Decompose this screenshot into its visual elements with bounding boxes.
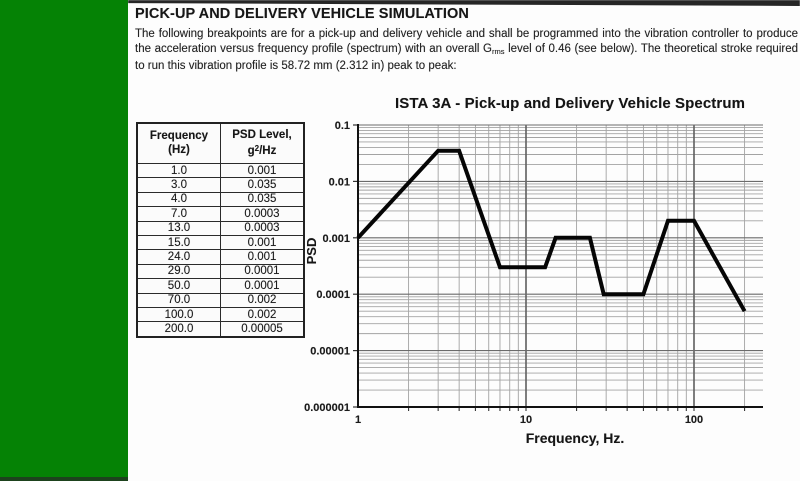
frequency-cell: 24.0 [136, 249, 221, 265]
psd-header-line2: g2/Hz [247, 144, 277, 157]
green-bar-bottom-edge [0, 477, 128, 481]
frequency-cell: 4.0 [136, 191, 221, 208]
breakpoints-table-body: 1.0 0.001 3.0 0.035 4.0 0.035 7.0 0.0003 13.0 0.0… [136, 162, 305, 338]
axes [357, 124, 763, 408]
intro-line-2: the acceleration versus frequency profil… [135, 42, 798, 59]
frequency-cell: 70.0 [136, 292, 221, 308]
x-tick-label: 1 [355, 414, 361, 426]
y-tick-label: 0.01 [329, 176, 350, 188]
psd-cell: 0.001 [220, 162, 305, 179]
table-row: 4.0 0.035 [136, 191, 305, 208]
frequency-cell: 29.0 [136, 263, 221, 280]
tick-labels: 0.1 0.01 0.001 0.0001 0.00001 0.000001 1 10 100 [304, 120, 703, 426]
psd-cell: 0.0003 [220, 220, 305, 236]
table-row: 70.0 0.002 [136, 292, 305, 308]
frequency-column-header: Frequency (Hz) [136, 122, 221, 164]
table-row: 100.0 0.002 [136, 306, 305, 323]
psd-header-exponent: 2 [254, 144, 260, 153]
psd-cell: 0.00005 [220, 321, 305, 338]
psd-cell: 0.002 [220, 292, 305, 308]
intro-paragraph: The following breakpoints are for a pick… [135, 27, 798, 74]
frequency-header-line2: (Hz) [168, 143, 190, 156]
series-line [356, 148, 747, 313]
y-tick-label: 0.000001 [304, 402, 350, 414]
x-tick-label: 100 [685, 414, 703, 426]
frequency-cell: 200.0 [136, 321, 221, 338]
frequency-cell: 7.0 [136, 206, 221, 222]
table-row: 1.0 0.001 [136, 162, 305, 179]
psd-cell: 0.035 [220, 177, 305, 193]
table-row: 13.0 0.0003 [136, 220, 305, 236]
frequency-cell: 50.0 [136, 278, 221, 294]
psd-cell: 0.0003 [220, 206, 305, 222]
table-row: 50.0 0.0001 [136, 278, 305, 294]
psd-cell: 0.0001 [220, 278, 305, 294]
psd-header-units: /Hz [259, 145, 277, 157]
table-row: 200.0 0.00005 [136, 321, 305, 338]
y-axis-label: PSD [304, 237, 319, 265]
frequency-cell: 100.0 [136, 306, 221, 323]
grid-major [358, 124, 763, 407]
psd-cell: 0.0001 [220, 263, 305, 280]
psd-header-line1: PSD Level, [232, 128, 292, 141]
table-row: 15.0 0.001 [136, 234, 305, 251]
intro-line-2-pre: the acceleration versus frequency profil… [135, 43, 492, 56]
psd-header-g: g [247, 145, 255, 157]
table-row: 24.0 0.001 [136, 249, 305, 265]
y-tick-label: 0.1 [335, 120, 350, 132]
chart-title: ISTA 3A - Pick-up and Delivery Vehicle S… [394, 95, 746, 112]
frequency-cell: 13.0 [136, 220, 221, 236]
scan-top-edge-artifact [128, 0, 800, 6]
axis-ticks [353, 124, 746, 411]
y-tick-label: 0.00001 [310, 346, 350, 358]
grms-subscript: rms [491, 47, 505, 57]
table-row: 7.0 0.0003 [136, 206, 305, 222]
frequency-cell: 15.0 [136, 234, 221, 251]
table-row: 29.0 0.0001 [136, 263, 305, 280]
page-title: PICK-UP AND DELIVERY VEHICLE SIMULATION [135, 6, 469, 22]
x-tick-label: 10 [520, 414, 532, 426]
psd-cell: 0.001 [220, 249, 305, 265]
breakpoints-table-header: Frequency (Hz) PSD Level, g2/Hz [136, 122, 305, 164]
x-axis-label: Frequency, Hz. [525, 430, 625, 446]
intro-line-1: The following breakpoints are for a pick… [135, 28, 798, 40]
frequency-cell: 3.0 [136, 177, 221, 193]
frequency-header-line1: Frequency [149, 130, 209, 142]
psd-profile-line [356, 148, 747, 313]
intro-line-2-post: level of 0.46 (see below). The theoretic… [504, 43, 798, 56]
psd-cell: 0.035 [220, 191, 305, 208]
psd-column-header: PSD Level, g2/Hz [220, 122, 305, 164]
grid-minor [358, 125, 763, 407]
psd-cell: 0.002 [220, 306, 305, 323]
header-row: Frequency (Hz) PSD Level, g2/Hz [136, 122, 305, 164]
psd-cell: 0.001 [220, 234, 305, 251]
y-tick-label: 0.001 [322, 233, 350, 245]
breakpoints-table: Frequency (Hz) PSD Level, g2/Hz 1.0 0.001… [136, 122, 305, 338]
left-margin-green-bar [0, 0, 128, 481]
intro-line-3: to run this vibration profile is 58.72 m… [135, 60, 457, 73]
table-row: 3.0 0.035 [136, 177, 305, 193]
frequency-cell: 1.0 [136, 162, 221, 179]
y-tick-label: 0.0001 [316, 289, 350, 301]
